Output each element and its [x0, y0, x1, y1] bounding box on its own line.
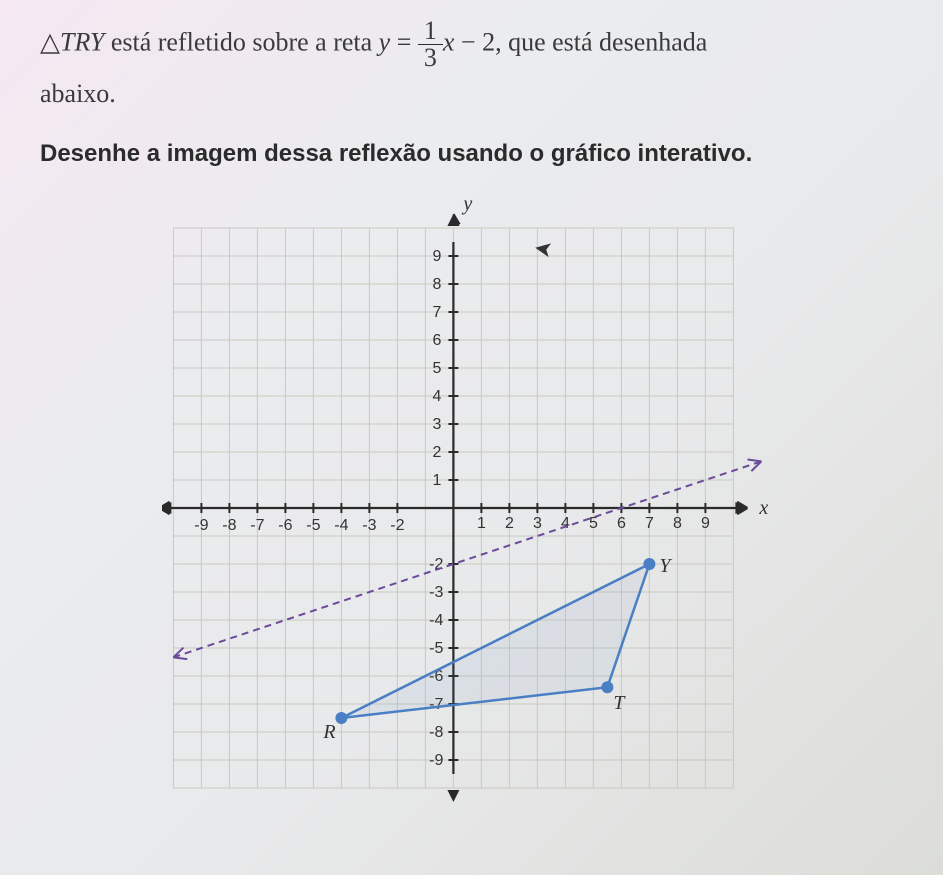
svg-text:3: 3 [532, 515, 541, 532]
problem-statement: △TRY está refletido sobre a reta y = 13x… [40, 18, 903, 118]
svg-text:3: 3 [432, 416, 441, 433]
svg-text:-5: -5 [429, 640, 443, 657]
svg-text:4: 4 [560, 515, 569, 532]
svg-text:-8: -8 [222, 517, 236, 534]
interactive-graph[interactable]: 123456789-9-8-7-6-5-4-3-2123456789-2-3-4… [162, 198, 782, 818]
svg-text:-4: -4 [429, 612, 443, 629]
svg-text:6: 6 [616, 515, 625, 532]
eq-equals: = [390, 27, 418, 56]
svg-text:9: 9 [432, 248, 441, 265]
svg-text:8: 8 [672, 515, 681, 532]
frac-num: 1 [418, 18, 443, 45]
svg-text:7: 7 [432, 304, 441, 321]
svg-text:-9: -9 [429, 752, 443, 769]
svg-text:x: x [758, 497, 768, 519]
svg-text:-2: -2 [390, 517, 404, 534]
text-line2: abaixo. [40, 79, 116, 108]
svg-text:-5: -5 [306, 517, 320, 534]
svg-text:5: 5 [432, 360, 441, 377]
triangle-symbol: △ [40, 27, 60, 56]
svg-text:-7: -7 [250, 517, 264, 534]
svg-text:-4: -4 [334, 517, 348, 534]
graph-svg[interactable]: 123456789-9-8-7-6-5-4-3-2123456789-2-3-4… [162, 198, 782, 818]
frac-den: 3 [418, 45, 443, 71]
eq-tail: − 2, que está desenhada [454, 27, 707, 56]
svg-text:-9: -9 [194, 517, 208, 534]
svg-text:4: 4 [432, 388, 441, 405]
svg-text:5: 5 [588, 515, 597, 532]
eq-y: y [379, 27, 391, 56]
svg-text:6: 6 [432, 332, 441, 349]
svg-text:8: 8 [432, 276, 441, 293]
svg-text:9: 9 [700, 515, 709, 532]
svg-text:-6: -6 [278, 517, 292, 534]
svg-text:7: 7 [644, 515, 653, 532]
cursor-icon: ➤ [531, 234, 554, 263]
text-mid1: está refletido sobre a reta [104, 27, 378, 56]
svg-text:2: 2 [432, 444, 441, 461]
eq-fraction: 13 [418, 18, 443, 71]
svg-text:1: 1 [476, 515, 485, 532]
triangle-name: TRY [60, 27, 104, 56]
svg-text:y: y [461, 198, 472, 215]
svg-text:-3: -3 [362, 517, 376, 534]
svg-text:2: 2 [504, 515, 513, 532]
eq-x: x [443, 27, 455, 56]
svg-text:R: R [322, 721, 335, 743]
svg-text:-3: -3 [429, 584, 443, 601]
svg-text:T: T [613, 692, 626, 714]
svg-text:1: 1 [432, 472, 441, 489]
instruction-text: Desenhe a imagem dessa reflexão usando o… [40, 140, 903, 168]
svg-text:-8: -8 [429, 724, 443, 741]
svg-text:Y: Y [659, 555, 672, 577]
